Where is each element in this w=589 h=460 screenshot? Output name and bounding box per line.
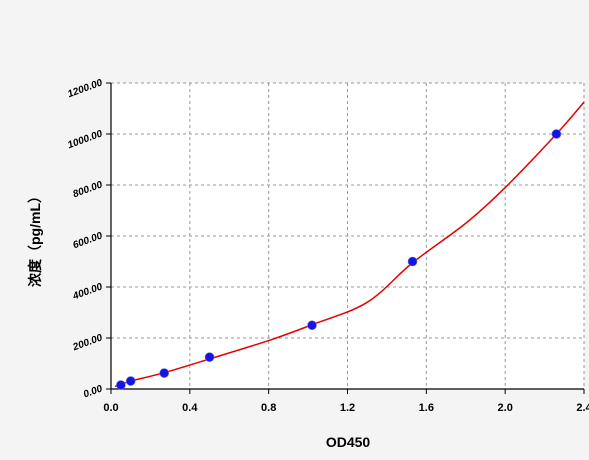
data-point	[204, 352, 215, 362]
grid	[111, 82, 585, 389]
x-axis-title: OD450	[326, 434, 371, 450]
x-tick-label: 2.4	[576, 402, 589, 414]
data-point	[551, 129, 562, 139]
y-axis-title: 浓度（pg/mL）	[27, 189, 43, 287]
x-tick-label: 1.2	[340, 402, 355, 414]
x-tick-label: 0.0	[103, 402, 118, 414]
x-tick-label: 2.0	[498, 402, 513, 414]
data-point	[307, 320, 317, 331]
x-tick-label: 0.4	[182, 402, 198, 414]
data-point	[125, 376, 136, 386]
x-tick-label: 1.6	[419, 402, 434, 414]
data-point	[407, 256, 418, 267]
data-point	[159, 368, 170, 378]
x-tick-label: 0.8	[261, 402, 276, 414]
series	[114, 101, 585, 390]
data-point	[116, 380, 126, 390]
axes	[106, 82, 585, 394]
